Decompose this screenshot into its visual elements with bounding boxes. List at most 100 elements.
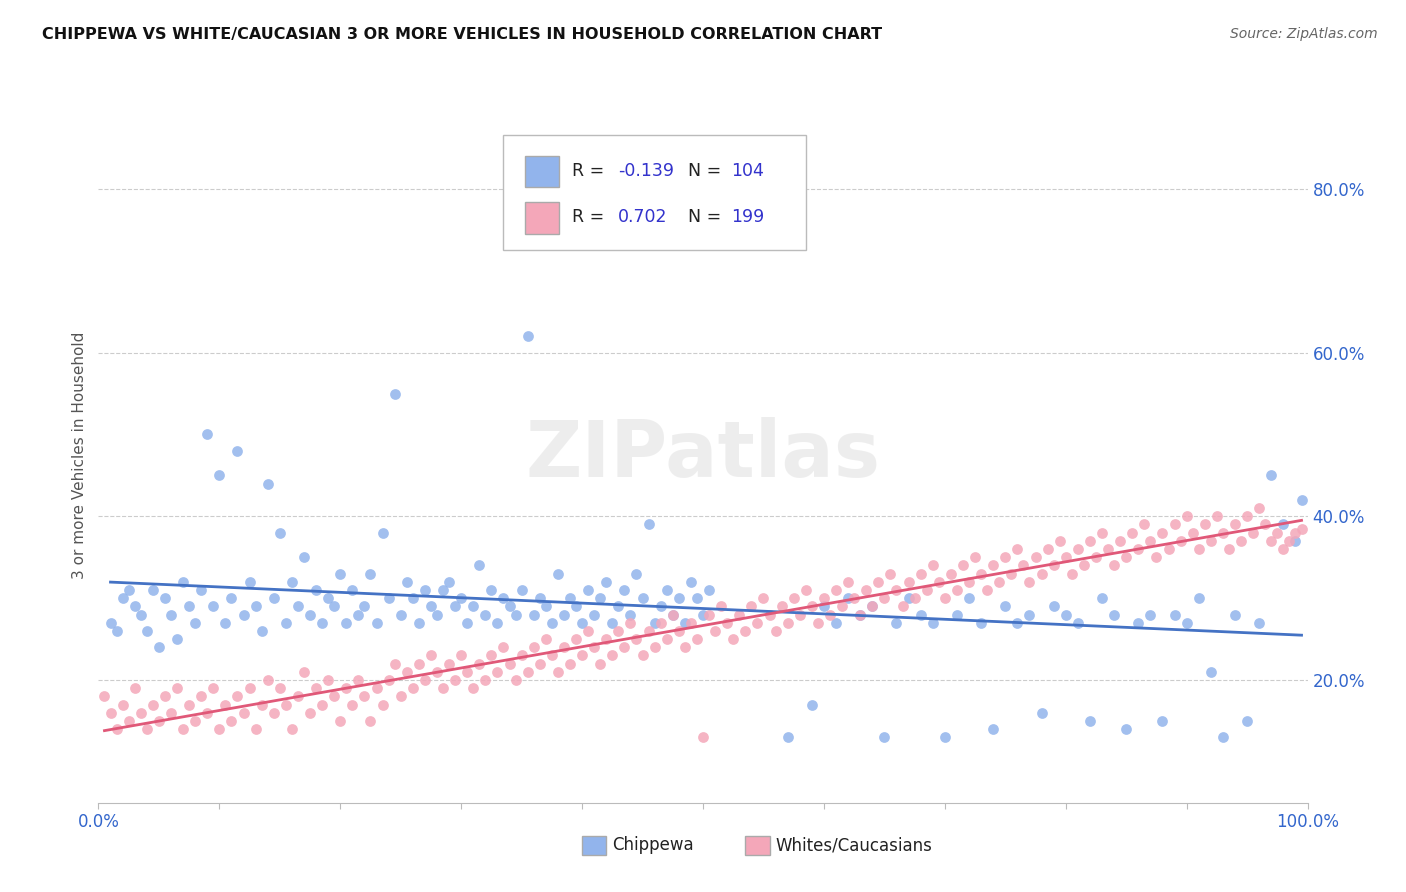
Point <box>921 558 943 573</box>
Point <box>1223 607 1246 622</box>
Point <box>673 640 696 655</box>
Point <box>342 582 364 597</box>
Point <box>160 706 183 720</box>
Point <box>274 698 297 712</box>
Point <box>492 591 515 606</box>
Point <box>329 714 352 728</box>
Point <box>486 665 509 679</box>
Point <box>1007 542 1029 557</box>
Point <box>946 607 969 622</box>
Point <box>250 698 273 712</box>
Point <box>1212 731 1234 745</box>
Point <box>1199 533 1222 548</box>
Point <box>957 574 980 589</box>
Point <box>855 582 877 597</box>
Point <box>437 657 460 671</box>
Point <box>602 648 624 663</box>
Point <box>463 599 485 614</box>
Point <box>662 607 685 622</box>
Point <box>366 615 388 630</box>
Point <box>1181 525 1204 540</box>
Point <box>371 525 394 540</box>
Point <box>897 574 920 589</box>
Point <box>347 607 370 622</box>
Point <box>432 582 454 597</box>
Point <box>287 599 309 614</box>
Point <box>789 607 811 622</box>
Point <box>100 706 122 720</box>
Text: Chippewa: Chippewa <box>613 836 695 855</box>
Point <box>697 582 720 597</box>
Point <box>813 599 835 614</box>
Point <box>190 690 212 704</box>
Text: Whites/Caucasians: Whites/Caucasians <box>776 836 932 855</box>
Point <box>1241 525 1264 540</box>
Point <box>747 615 769 630</box>
Point <box>637 624 659 638</box>
Point <box>245 599 267 614</box>
Point <box>534 599 557 614</box>
Point <box>100 615 122 630</box>
FancyBboxPatch shape <box>526 202 560 234</box>
Point <box>402 591 425 606</box>
Point <box>946 582 969 597</box>
Point <box>232 607 254 622</box>
Point <box>540 615 562 630</box>
Point <box>1078 714 1101 728</box>
Point <box>292 550 315 565</box>
Point <box>860 599 883 614</box>
Point <box>837 591 859 606</box>
Point <box>1128 542 1150 557</box>
Point <box>800 698 823 712</box>
Point <box>384 657 406 671</box>
Point <box>1236 714 1258 728</box>
Point <box>807 615 830 630</box>
Point <box>1102 607 1125 622</box>
Point <box>323 690 346 704</box>
Point <box>928 574 950 589</box>
Point <box>305 582 328 597</box>
Point <box>202 599 225 614</box>
Point <box>1042 558 1064 573</box>
Point <box>589 591 612 606</box>
Point <box>172 722 194 736</box>
Point <box>371 698 394 712</box>
Point <box>1121 525 1143 540</box>
Point <box>1188 542 1211 557</box>
Point <box>1170 533 1192 548</box>
Point <box>105 624 128 638</box>
Point <box>468 558 491 573</box>
Point <box>910 566 932 581</box>
Point <box>160 607 183 622</box>
Point <box>1267 525 1289 540</box>
Point <box>558 657 581 671</box>
Point <box>311 615 333 630</box>
Point <box>292 665 315 679</box>
Point <box>505 673 527 687</box>
Point <box>1291 492 1313 507</box>
Text: N =: N = <box>689 162 727 180</box>
Point <box>432 681 454 696</box>
Point <box>1115 550 1137 565</box>
Point <box>583 640 606 655</box>
Point <box>1152 525 1174 540</box>
Point <box>111 591 134 606</box>
Point <box>837 574 859 589</box>
Point <box>776 615 799 630</box>
Point <box>613 640 636 655</box>
Point <box>166 632 188 646</box>
Point <box>1025 550 1047 565</box>
Point <box>214 615 236 630</box>
Point <box>208 722 231 736</box>
Point <box>1097 542 1119 557</box>
Point <box>256 673 278 687</box>
Point <box>831 599 853 614</box>
Point <box>463 681 485 696</box>
Point <box>716 615 738 630</box>
Point <box>952 558 974 573</box>
Point <box>728 607 751 622</box>
Point <box>360 566 382 581</box>
Point <box>287 690 309 704</box>
Point <box>111 698 134 712</box>
Point <box>1109 533 1132 548</box>
